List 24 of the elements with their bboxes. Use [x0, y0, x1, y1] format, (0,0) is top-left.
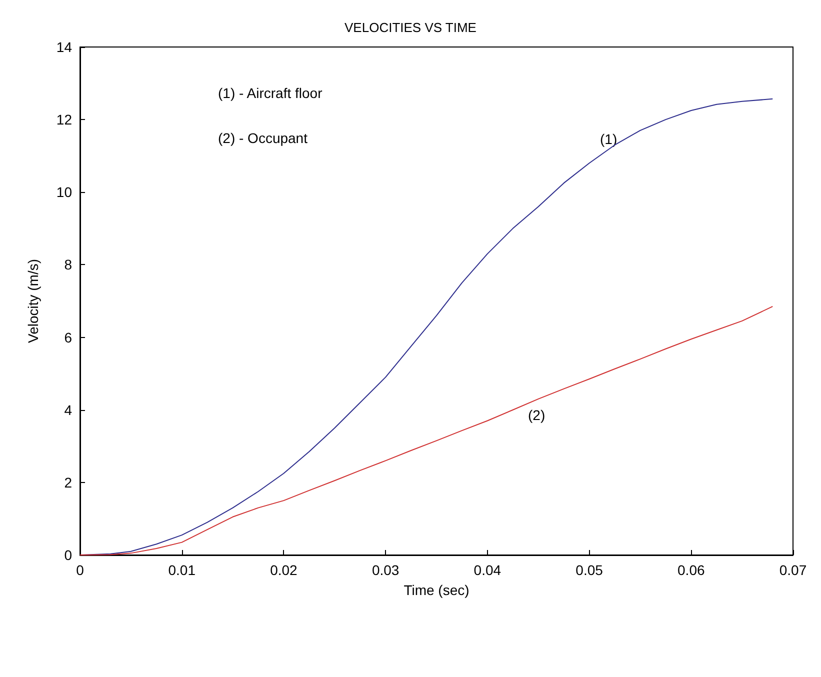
- chart-title: VELOCITIES VS TIME: [344, 20, 477, 35]
- y-tick-label: 2: [64, 474, 72, 490]
- y-tick-label: 12: [56, 112, 72, 128]
- annotation: (1) - Aircraft floor: [218, 85, 323, 101]
- y-tick-label: 8: [64, 256, 72, 273]
- line-series: [80, 306, 774, 556]
- x-tick-label: 0.07: [779, 562, 807, 578]
- y-tick-label: 0: [64, 547, 72, 563]
- annotation: (2) - Occupant: [218, 130, 308, 146]
- y-tick-label: 10: [56, 184, 72, 200]
- x-tick-label: 0.04: [474, 562, 502, 578]
- y-tick-label: 4: [64, 402, 72, 418]
- y-tick-label: 14: [56, 39, 72, 55]
- x-tick-label: 0.02: [270, 562, 298, 578]
- x-tick-label: 0.05: [576, 562, 604, 578]
- x-tick-label: 0.03: [372, 562, 400, 578]
- x-tick-label: 0.06: [678, 562, 705, 578]
- y-axis-title: Velocity (m/s): [25, 258, 41, 344]
- x-axis-title: Time (sec): [404, 582, 470, 598]
- annotation: (1): [600, 131, 618, 147]
- y-tick-label: 6: [64, 329, 72, 346]
- annotation: (2): [528, 407, 546, 423]
- x-tick-label: 0: [76, 562, 84, 578]
- x-tick-label: 0.01: [168, 562, 196, 578]
